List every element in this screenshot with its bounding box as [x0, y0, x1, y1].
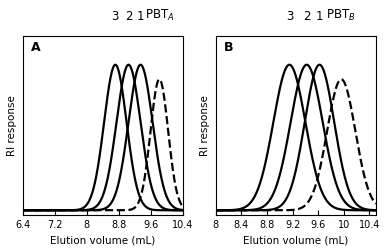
Y-axis label: RI response: RI response — [7, 95, 17, 155]
Text: A: A — [31, 41, 40, 54]
Text: B: B — [224, 41, 233, 54]
Text: 1: 1 — [137, 10, 144, 23]
Text: 1: 1 — [316, 10, 323, 23]
X-axis label: Elution volume (mL): Elution volume (mL) — [50, 235, 155, 245]
Text: 3: 3 — [112, 10, 119, 23]
Text: 2: 2 — [125, 10, 132, 23]
Text: PBT$_A$: PBT$_A$ — [145, 8, 174, 23]
Text: PBT$_B$: PBT$_B$ — [326, 8, 356, 23]
Text: 3: 3 — [286, 10, 293, 23]
Text: 2: 2 — [303, 10, 310, 23]
Y-axis label: RI response: RI response — [200, 95, 210, 155]
X-axis label: Elution volume (mL): Elution volume (mL) — [243, 235, 348, 245]
